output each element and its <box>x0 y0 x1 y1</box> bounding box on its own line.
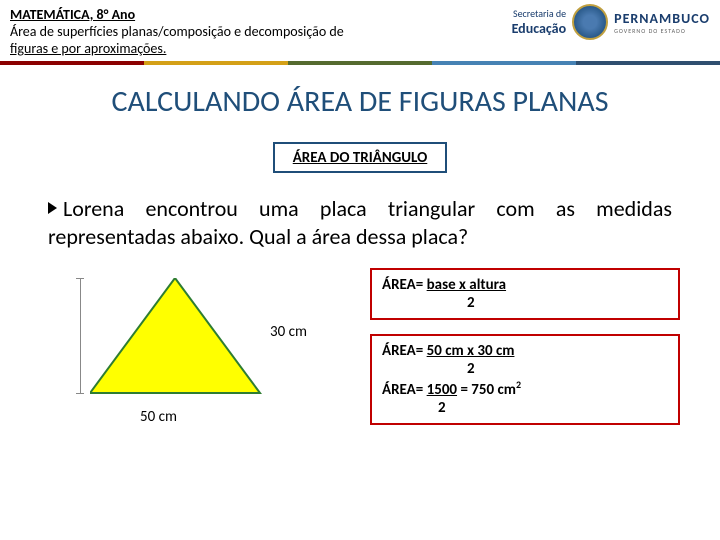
height-tick-bottom <box>76 393 84 394</box>
formula-box-calc: ÁREA= 50 cm x 30 cm 2 ÁREA= 1500 = 750 c… <box>370 334 680 425</box>
formula2-line1: ÁREA= 50 cm x 30 cm <box>382 342 668 360</box>
formula2-line3: ÁREA= 1500 = 750 cm2 <box>382 378 668 399</box>
header-subject: MATEMÁTICA, 8° Ano <box>10 6 410 23</box>
formula-area: ÁREA= base x altura 2 ÁREA= 50 cm x 30 c… <box>370 268 680 439</box>
triangle-shape <box>90 278 260 393</box>
logo-area: Secretaria de Educação PERNAMBUCO GOVERN… <box>512 4 710 40</box>
bottom-area: 30 cm 50 cm ÁREA= base x altura 2 ÁREA= … <box>0 268 720 439</box>
formula2-line2: 2 <box>382 360 668 378</box>
state-seal-icon <box>572 4 608 40</box>
formula1-line1: ÁREA= base x altura <box>382 276 668 294</box>
subtitle-container: ÁREA DO TRIÂNGULO <box>0 120 720 195</box>
state-sub: GOVERNO DO ESTADO <box>614 27 710 35</box>
triangle-icon <box>90 278 270 398</box>
base-label: 50 cm <box>140 408 177 426</box>
triangle-diagram: 30 cm 50 cm <box>40 268 340 428</box>
height-label: 30 cm <box>270 323 307 341</box>
header: MATEMÁTICA, 8° Ano Área de superfícies p… <box>0 0 720 59</box>
problem-text: Lorena encontrou uma placa triangular co… <box>0 195 720 250</box>
header-topic-2: figuras e por aproximações. <box>10 40 410 57</box>
page-title: CALCULANDO ÁREA DE FIGURAS PLANAS <box>0 83 720 120</box>
formula2-line4: 2 <box>382 399 668 417</box>
secretaria-label: Secretaria de <box>512 7 567 20</box>
header-text-block: MATEMÁTICA, 8° Ano Área de superfícies p… <box>10 6 410 57</box>
state-name: PERNAMBUCO <box>614 10 710 27</box>
height-guide-line <box>80 278 81 393</box>
educacao-label: Educação <box>512 20 567 37</box>
problem-body: Lorena encontrou uma placa triangular co… <box>48 195 672 250</box>
logo-secretaria: Secretaria de Educação <box>512 7 567 37</box>
formula1-line2: 2 <box>382 294 668 312</box>
subtitle-box: ÁREA DO TRIÂNGULO <box>273 142 448 173</box>
subtitle-text: ÁREA DO TRIÂNGULO <box>293 149 428 167</box>
state-block: PERNAMBUCO GOVERNO DO ESTADO <box>614 10 710 35</box>
formula-box-general: ÁREA= base x altura 2 <box>370 268 680 320</box>
header-topic-1: Área de superfícies planas/composição e … <box>10 23 410 40</box>
bullet-icon <box>48 202 57 214</box>
color-divider <box>0 61 720 65</box>
